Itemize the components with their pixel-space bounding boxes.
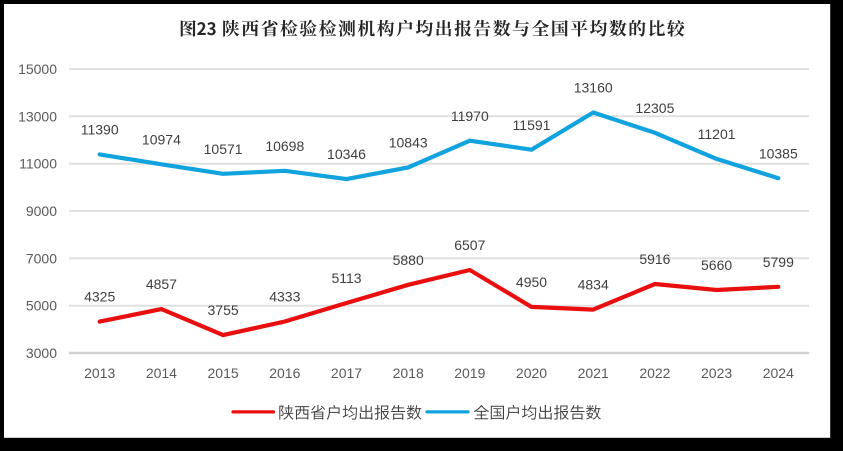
svg-text:2018: 2018 <box>393 365 424 381</box>
svg-text:2016: 2016 <box>269 365 300 381</box>
svg-text:4834: 4834 <box>578 277 609 293</box>
svg-text:5000: 5000 <box>26 298 57 314</box>
svg-text:5113: 5113 <box>331 270 361 286</box>
svg-text:10385: 10385 <box>759 145 798 161</box>
svg-text:10346: 10346 <box>327 146 366 162</box>
svg-text:4950: 4950 <box>516 274 547 290</box>
svg-text:11390: 11390 <box>81 122 119 138</box>
svg-text:6507: 6507 <box>454 237 485 253</box>
svg-text:11591: 11591 <box>513 117 551 133</box>
svg-text:2024: 2024 <box>763 365 794 381</box>
svg-text:2021: 2021 <box>578 365 609 381</box>
svg-text:2014: 2014 <box>146 365 177 381</box>
svg-text:11970: 11970 <box>451 108 489 124</box>
svg-text:13000: 13000 <box>18 108 57 124</box>
svg-text:2020: 2020 <box>516 365 547 381</box>
svg-text:2017: 2017 <box>331 365 362 381</box>
svg-text:3000: 3000 <box>26 345 57 361</box>
svg-text:12305: 12305 <box>635 100 674 116</box>
svg-text:9000: 9000 <box>26 203 57 219</box>
svg-text:3755: 3755 <box>208 302 239 318</box>
svg-text:7000: 7000 <box>26 250 57 266</box>
svg-text:2019: 2019 <box>454 365 485 381</box>
svg-text:15000: 15000 <box>18 61 57 77</box>
svg-text:5916: 5916 <box>639 251 670 267</box>
svg-text:10571: 10571 <box>204 141 243 157</box>
svg-text:5660: 5660 <box>701 257 732 273</box>
svg-text:2015: 2015 <box>208 365 239 381</box>
svg-text:11000: 11000 <box>19 156 57 172</box>
svg-text:10698: 10698 <box>265 138 304 154</box>
svg-text:10843: 10843 <box>389 135 428 151</box>
svg-text:13160: 13160 <box>574 80 613 96</box>
svg-text:4325: 4325 <box>84 289 115 305</box>
svg-text:2013: 2013 <box>84 365 115 381</box>
svg-text:2022: 2022 <box>639 365 670 381</box>
svg-text:11201: 11201 <box>698 126 736 142</box>
svg-text:5880: 5880 <box>393 252 424 268</box>
svg-text:10974: 10974 <box>142 131 181 147</box>
svg-text:5799: 5799 <box>763 254 794 270</box>
svg-text:4333: 4333 <box>269 289 300 305</box>
svg-text:4857: 4857 <box>146 276 177 292</box>
svg-text:2023: 2023 <box>701 365 732 381</box>
